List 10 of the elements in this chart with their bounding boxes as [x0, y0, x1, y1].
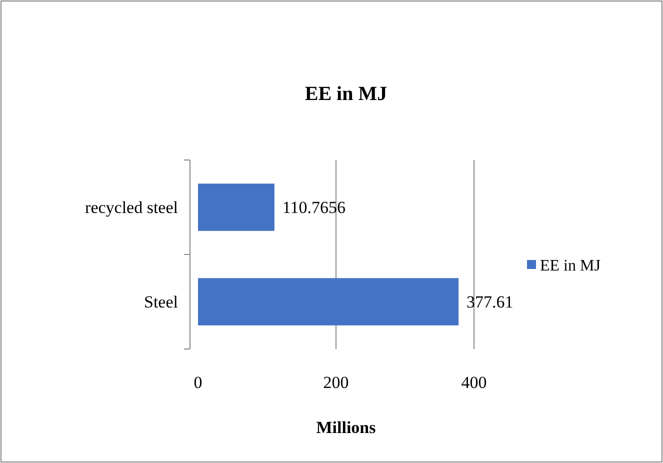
y-tick-label: recycled steel — [85, 198, 178, 218]
data-label: 110.7656 — [282, 198, 346, 218]
x-tick-label: 200 — [323, 373, 349, 392]
chart-title: EE in MJ — [304, 83, 388, 105]
data-label: 377.61 — [466, 292, 514, 312]
legend-label: EE in MJ — [540, 258, 600, 275]
x-tick-label: 400 — [461, 373, 487, 392]
y-tick-label: Steel — [144, 292, 178, 312]
x-tick-label: 0 — [194, 373, 202, 392]
x-axis-title: Millions — [316, 418, 376, 437]
